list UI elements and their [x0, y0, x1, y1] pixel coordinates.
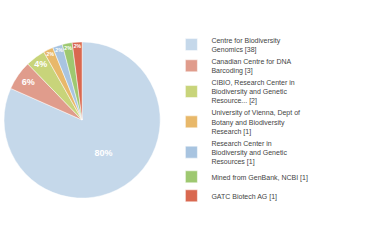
svg-text:Research Center inBiodiversity: Research Center inBiodiversity and Genet… — [211, 140, 287, 166]
svg-text:80%: 80% — [94, 148, 112, 158]
svg-text:2%: 2% — [64, 45, 72, 51]
svg-text:2%: 2% — [74, 43, 82, 49]
svg-text:Mined from GenBank, NCBI [1]: Mined from GenBank, NCBI [1] — [211, 174, 308, 182]
svg-text:GATC Biotech AG [1]: GATC Biotech AG [1] — [211, 193, 277, 201]
svg-text:CIBIO, Research Center inBiodi: CIBIO, Research Center inBiodiversity an… — [211, 79, 294, 105]
svg-text:University of Vienna, Dept ofB: University of Vienna, Dept ofBotany and … — [211, 109, 300, 135]
svg-text:2%: 2% — [55, 47, 63, 53]
svg-text:Centre for BiodiversityGenomic: Centre for BiodiversityGenomics [38] — [211, 37, 280, 54]
svg-text:Canadian Centre for DNABarcodi: Canadian Centre for DNABarcoding [3] — [211, 58, 291, 75]
svg-text:6%: 6% — [22, 77, 35, 87]
svg-text:2%: 2% — [47, 51, 55, 57]
svg-text:4%: 4% — [34, 59, 47, 69]
